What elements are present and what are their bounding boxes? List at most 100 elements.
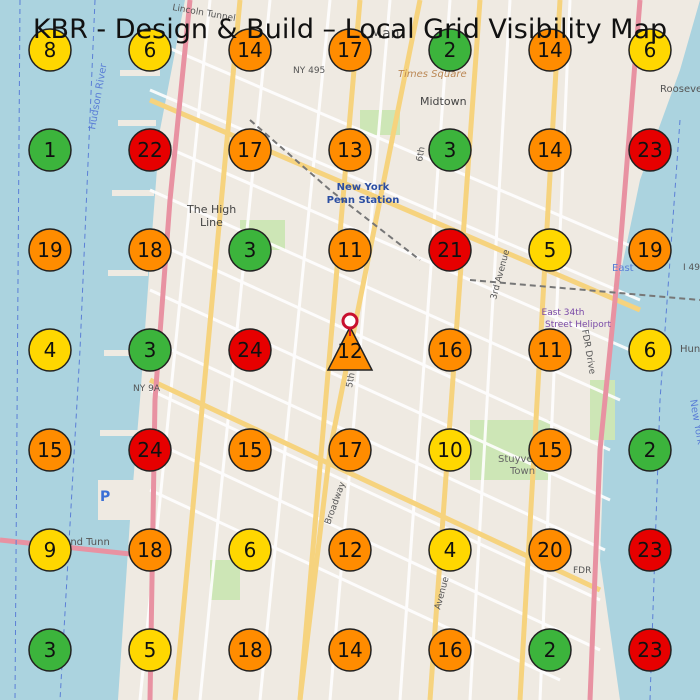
- grid-cell[interactable]: 15: [528, 428, 572, 472]
- grid-cell[interactable]: 8: [28, 28, 72, 72]
- grid-cell-circle: [628, 628, 672, 672]
- grid-cell[interactable]: 17: [228, 128, 272, 172]
- grid-cell[interactable]: 20: [528, 528, 572, 572]
- label-east-river: East: [612, 263, 634, 274]
- label-p-parking: P: [100, 489, 110, 505]
- grid-cell-circle: [528, 228, 572, 272]
- grid-cell[interactable]: 11: [528, 328, 572, 372]
- grid-cell-value: 23: [637, 138, 662, 162]
- grid-cell[interactable]: 6: [628, 28, 672, 72]
- grid-cell[interactable]: 17: [328, 28, 372, 72]
- grid-cell[interactable]: 9: [28, 528, 72, 572]
- grid-cell[interactable]: 12: [328, 528, 372, 572]
- grid-cell[interactable]: 3: [128, 328, 172, 372]
- label-sixth: 6th: [415, 146, 427, 162]
- grid-cell-circle: [228, 428, 272, 472]
- grid-cell[interactable]: 3: [228, 228, 272, 272]
- grid-cell[interactable]: 4: [28, 328, 72, 372]
- grid-cell-circle: [628, 428, 672, 472]
- label-roosevelt: Roosevelt: [660, 84, 700, 95]
- grid-cell[interactable]: 2: [528, 628, 572, 672]
- grid-cell[interactable]: 13: [328, 128, 372, 172]
- grid-cell[interactable]: 6: [228, 528, 272, 572]
- grid-cell-value: 3: [244, 238, 257, 262]
- grid-cell[interactable]: 17: [328, 428, 372, 472]
- grid-cell-circle: [328, 128, 372, 172]
- grid-cell-circle: [628, 528, 672, 572]
- grid-cell[interactable]: 24: [128, 428, 172, 472]
- grid-cell[interactable]: 16: [428, 328, 472, 372]
- grid-cell-circle: [428, 428, 472, 472]
- grid-cell[interactable]: 2: [628, 428, 672, 472]
- grid-cell-circle: [128, 228, 172, 272]
- grid-cell[interactable]: 6: [128, 28, 172, 72]
- grid-cell-circle: [528, 528, 572, 572]
- grid-cell[interactable]: 19: [628, 228, 672, 272]
- grid-cell-value: 19: [637, 238, 662, 262]
- grid-cell[interactable]: 5: [528, 228, 572, 272]
- grid-cell[interactable]: 22: [128, 128, 172, 172]
- grid-cell[interactable]: 2: [428, 28, 472, 72]
- grid-cell-circle: [128, 628, 172, 672]
- grid-cell-circle: [628, 128, 672, 172]
- grid-cell[interactable]: 15: [228, 428, 272, 472]
- grid-cell[interactable]: 14: [528, 128, 572, 172]
- grid-cell[interactable]: 21: [428, 228, 472, 272]
- grid-cell[interactable]: 6: [628, 328, 672, 372]
- grid-cell[interactable]: 14: [228, 28, 272, 72]
- grid-cell[interactable]: 23: [628, 528, 672, 572]
- grid-cell-circle: [28, 428, 72, 472]
- location-pin-icon: [341, 312, 359, 330]
- grid-cell-circle: [328, 528, 372, 572]
- center-marker[interactable]: [326, 312, 374, 371]
- grid-cell-value: 6: [644, 338, 657, 362]
- label-heliport-2: Street Heliport: [545, 320, 611, 330]
- grid-cell[interactable]: 5: [128, 628, 172, 672]
- grid-cell[interactable]: 24: [228, 328, 272, 372]
- grid-cell-circle: [328, 628, 372, 672]
- grid-cell-circle: [528, 428, 572, 472]
- grid-cell-circle: [228, 528, 272, 572]
- grid-cell[interactable]: 3: [28, 628, 72, 672]
- grid-cell[interactable]: 15: [28, 428, 72, 472]
- grid-cell-circle: [528, 28, 572, 72]
- grid-cell-value: 17: [337, 38, 362, 62]
- grid-cell[interactable]: 10: [428, 428, 472, 472]
- grid-cell[interactable]: 11: [328, 228, 372, 272]
- grid-cell[interactable]: 18: [128, 228, 172, 272]
- grid-cell[interactable]: 23: [628, 628, 672, 672]
- grid-cell-circle: [128, 328, 172, 372]
- grid-cell-value: 21: [437, 238, 462, 262]
- grid-cell-value: 11: [537, 338, 562, 362]
- label-ny9a: NY 9A: [133, 384, 161, 394]
- grid-cell[interactable]: 19: [28, 228, 72, 272]
- grid-cell[interactable]: 18: [128, 528, 172, 572]
- grid-cell-value: 9: [44, 538, 57, 562]
- grid-cell[interactable]: 14: [328, 628, 372, 672]
- grid-cell-value: 14: [537, 138, 562, 162]
- grid-cell[interactable]: 23: [628, 128, 672, 172]
- label-penn-2: Penn Station: [327, 195, 400, 206]
- label-manhattan: Man: [370, 26, 400, 42]
- grid-cell-value: 1: [44, 138, 57, 162]
- grid-cell-circle: [228, 28, 272, 72]
- grid-cell-circle: [28, 28, 72, 72]
- grid-cell[interactable]: 3: [428, 128, 472, 172]
- grid-cell-circle: [428, 128, 472, 172]
- label-stuyvesant-1: Stuyve: [498, 454, 533, 465]
- grid-cell[interactable]: 1: [28, 128, 72, 172]
- grid-cell-value: 17: [237, 138, 262, 162]
- grid-cell-value: 5: [144, 638, 157, 662]
- grid-cell[interactable]: 18: [228, 628, 272, 672]
- grid-cell-value: 6: [644, 38, 657, 62]
- grid-cell-value: 12: [337, 538, 362, 562]
- grid-cell-value: 20: [537, 538, 562, 562]
- grid-cell-circle: [228, 228, 272, 272]
- label-heliport-1: East 34th: [542, 308, 585, 318]
- grid-cell[interactable]: 16: [428, 628, 472, 672]
- grid-cell[interactable]: 14: [528, 28, 572, 72]
- grid-cell[interactable]: 4: [428, 528, 472, 572]
- grid-cell-value: 15: [237, 438, 262, 462]
- grid-cell-value: 6: [144, 38, 157, 62]
